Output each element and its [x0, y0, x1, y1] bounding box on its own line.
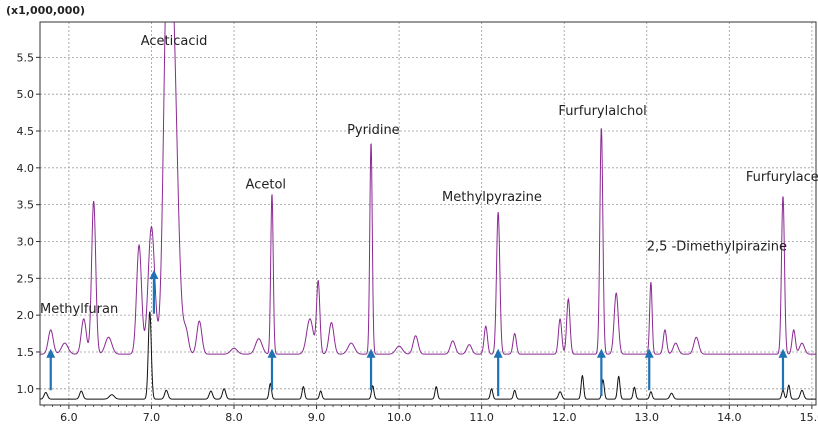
x-tick-label: 8.0 [225, 411, 243, 424]
peak-label: Acetol [246, 177, 286, 192]
y-tick-label: 5.5 [17, 51, 35, 64]
y-tick-label: 2.5 [17, 272, 35, 285]
peak-arrow-head [493, 348, 503, 358]
y-tick-label: 4.0 [17, 162, 35, 175]
y-tick-label: 3.5 [17, 199, 35, 212]
x-tick-label: 13.0 [635, 411, 660, 424]
x-tick-label: 15.0 [800, 411, 818, 424]
y-tick-label: 1.0 [17, 383, 35, 396]
y-tick-label: 1.5 [17, 346, 35, 359]
trace-line-2 [40, 311, 816, 400]
peak-label: Methylfuran [40, 302, 118, 317]
peak-arrow-head [644, 348, 654, 358]
peak-label: Furfurylalchol [558, 104, 646, 119]
peak-arrow-head [596, 348, 606, 358]
peak-arrow-head [267, 348, 277, 358]
peak-arrow-head [149, 269, 159, 279]
peak-label: Pyridine [347, 123, 400, 138]
x-tick-label: 10.0 [387, 411, 412, 424]
y-tick-label: 5.0 [17, 88, 35, 101]
peak-label: 2,5 -Dimethylpirazine [647, 239, 787, 254]
peak-arrow-head [46, 348, 56, 358]
y-tick-label: 2.0 [17, 309, 35, 322]
plot-frame [39, 21, 817, 406]
y-tick-label: 4.5 [17, 125, 35, 138]
peak-arrow-head [366, 348, 376, 358]
x-tick-label: 11.0 [469, 411, 494, 424]
y-tick-label: 3.0 [17, 235, 35, 248]
peak-label: Methylpyrazine [442, 190, 542, 205]
x-tick-label: 14.0 [717, 411, 742, 424]
peak-arrow-head [778, 348, 788, 358]
x-tick-label: 6.0 [60, 411, 78, 424]
peak-label: Aceticacid [141, 34, 208, 49]
x-tick-label: 12.0 [552, 411, 577, 424]
x-tick-label: 7.0 [143, 411, 161, 424]
peak-label: Furfurylacetate [746, 170, 818, 185]
x-tick-label: 9.0 [308, 411, 326, 424]
trace-line-1 [40, 22, 816, 355]
y-multiplier-label: (x1,000,000) [6, 4, 85, 17]
